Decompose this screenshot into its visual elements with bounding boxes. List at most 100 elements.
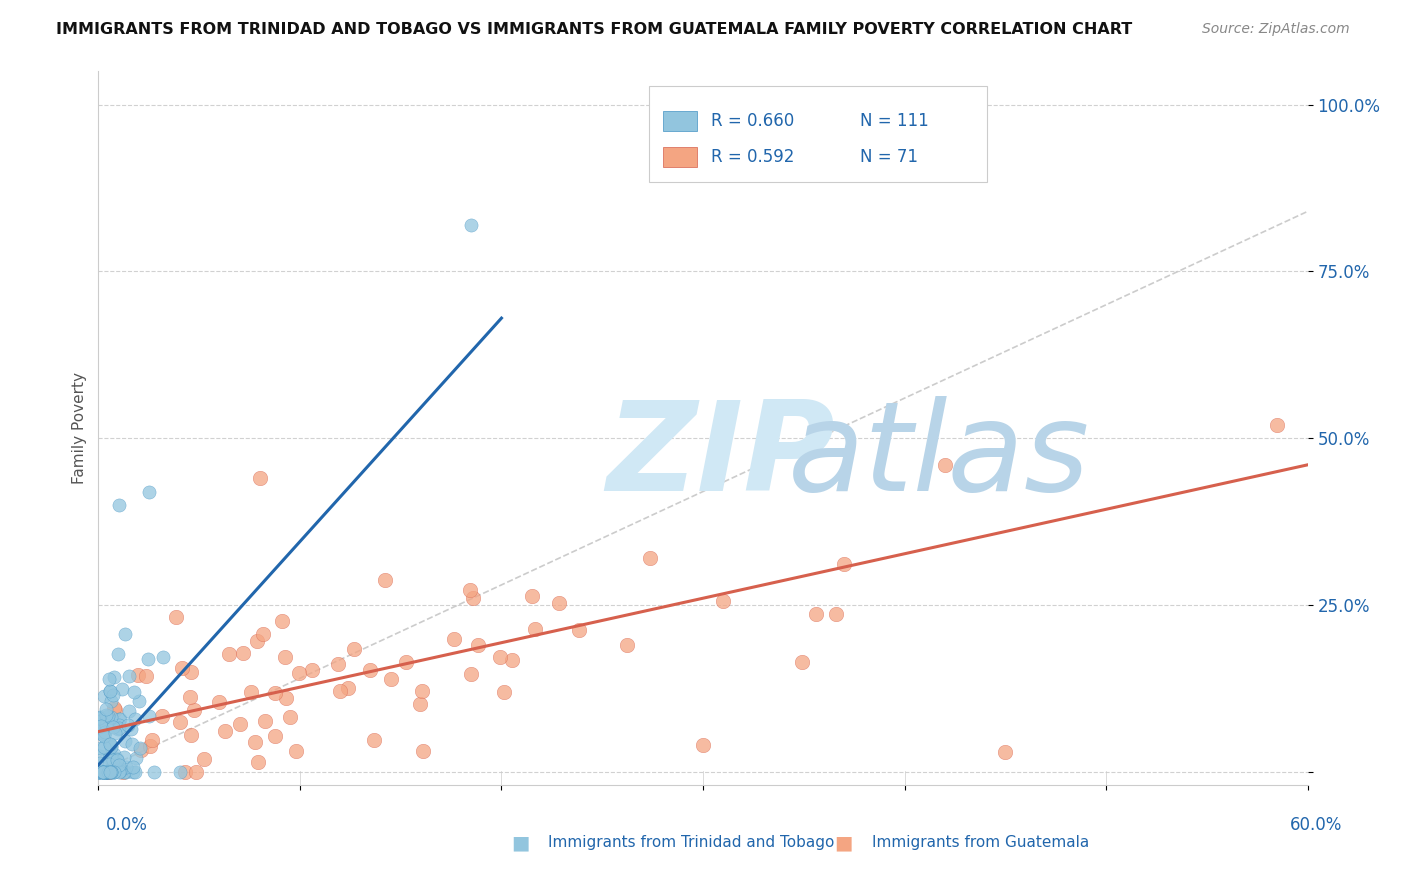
Point <box>547 596 569 610</box>
Point <box>107 722 129 736</box>
Point <box>103 747 125 761</box>
Point <box>103 670 125 684</box>
Point <box>120 722 142 736</box>
Point <box>100 764 122 779</box>
Point <box>103 761 125 775</box>
Point <box>103 764 125 779</box>
Point <box>253 714 276 728</box>
Point <box>94 702 117 716</box>
Point <box>114 764 136 779</box>
Point <box>329 684 352 698</box>
Point <box>118 704 141 718</box>
Point <box>640 551 662 566</box>
Point <box>93 727 115 741</box>
Point <box>98 737 121 751</box>
Text: Immigrants from Guatemala: Immigrants from Guatemala <box>872 836 1090 850</box>
Point <box>443 632 465 647</box>
Point <box>89 756 111 770</box>
FancyBboxPatch shape <box>664 147 697 167</box>
Point <box>90 719 112 733</box>
Point <box>252 627 274 641</box>
Point <box>108 712 131 726</box>
Text: ■: ■ <box>510 833 530 853</box>
Point <box>336 681 359 696</box>
Point <box>121 737 143 751</box>
Point <box>122 764 145 779</box>
Point <box>326 657 349 672</box>
Point <box>193 752 215 766</box>
Point <box>568 623 591 637</box>
Point <box>105 751 128 765</box>
Point <box>411 684 433 698</box>
Point <box>112 764 135 779</box>
Point <box>91 728 114 742</box>
Point <box>114 626 136 640</box>
Point <box>112 764 135 779</box>
Point <box>100 739 122 754</box>
Point <box>89 710 111 724</box>
Point <box>247 756 270 770</box>
Point <box>111 681 134 696</box>
Point <box>100 739 122 754</box>
Point <box>110 762 132 776</box>
Point <box>228 717 250 731</box>
Point <box>104 703 127 717</box>
Point <box>174 764 197 779</box>
Point <box>180 728 202 742</box>
Point <box>692 738 714 752</box>
Point <box>711 594 734 608</box>
Point <box>89 764 111 778</box>
Point <box>138 708 160 723</box>
Point <box>467 638 489 652</box>
Point <box>124 713 146 727</box>
Point <box>91 764 114 779</box>
Point <box>110 764 132 778</box>
Point <box>108 758 131 772</box>
Point <box>107 648 129 662</box>
Text: Source: ZipAtlas.com: Source: ZipAtlas.com <box>1202 22 1350 37</box>
Point <box>94 764 117 779</box>
Point <box>458 582 481 597</box>
Text: ■: ■ <box>834 833 853 853</box>
Point <box>169 715 191 730</box>
Text: R = 0.592: R = 0.592 <box>711 148 794 166</box>
Point <box>460 667 482 681</box>
Point <box>94 725 117 739</box>
Point <box>117 718 139 732</box>
Point <box>94 764 117 779</box>
Point <box>135 669 157 683</box>
Point <box>96 764 118 779</box>
Point <box>288 666 311 681</box>
Point <box>180 665 202 680</box>
Point <box>91 764 114 779</box>
Point <box>128 741 150 756</box>
Point <box>184 764 207 779</box>
Point <box>100 764 122 779</box>
Point <box>489 649 512 664</box>
Point <box>94 764 117 779</box>
Text: 0.0%: 0.0% <box>105 816 148 834</box>
Text: N = 71: N = 71 <box>860 148 918 166</box>
Point <box>96 764 118 779</box>
Point <box>91 764 114 779</box>
Point <box>150 709 173 723</box>
Point <box>97 751 120 765</box>
Point <box>127 668 149 682</box>
Point <box>359 663 381 677</box>
Point <box>96 764 118 779</box>
Point <box>94 764 117 779</box>
Point <box>412 744 434 758</box>
Point <box>93 689 115 703</box>
Text: 60.0%: 60.0% <box>1291 816 1343 834</box>
Point <box>208 695 231 709</box>
Point <box>271 614 294 628</box>
Point <box>380 672 402 686</box>
Point <box>90 719 112 733</box>
Point <box>118 669 141 683</box>
Point <box>804 607 827 622</box>
Text: IMMIGRANTS FROM TRINIDAD AND TOBAGO VS IMMIGRANTS FROM GUATEMALA FAMILY POVERTY : IMMIGRANTS FROM TRINIDAD AND TOBAGO VS I… <box>56 22 1132 37</box>
Point <box>363 733 385 747</box>
Y-axis label: Family Poverty: Family Poverty <box>72 372 87 484</box>
Point <box>301 664 323 678</box>
Point <box>107 498 129 512</box>
